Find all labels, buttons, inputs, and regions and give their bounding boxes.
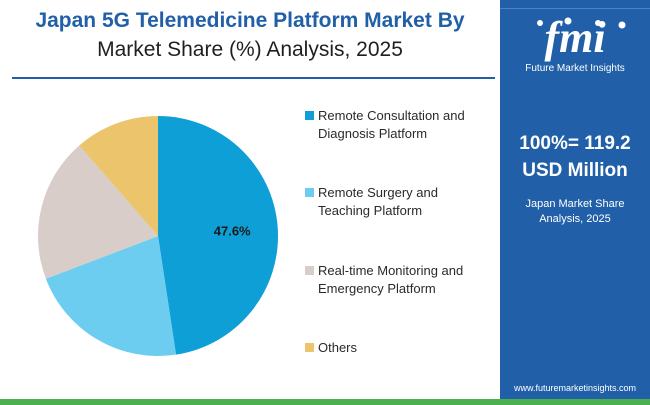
legend-label: Real-time Monitoring and Emergency Platf… [318, 263, 464, 296]
legend-label: Remote Surgery and Teaching Platform [318, 185, 438, 218]
pie-slice-remote-surgery-and-teaching-platform [45, 236, 177, 357]
logo-dot-icon [564, 17, 572, 25]
pie-data-label: 47.6% [214, 223, 251, 238]
logo-dot-icon [595, 20, 601, 26]
legend-label: Others [318, 340, 358, 355]
market-share-caption: Japan Market Share Analysis, 2025 [525, 198, 625, 225]
chart-title-line2: Market Share (%) Analysis, 2025 [97, 38, 403, 61]
market-total: 100%= 119.2 USD Million [500, 130, 650, 184]
pie-chart: 47.6% [0, 80, 300, 400]
market-total-value: 100%= 119.2 [519, 133, 631, 154]
chart-title-line1: Japan 5G Telemedicine Platform Market By [35, 9, 465, 32]
website-link[interactable]: www.futuremarketinsights.com [513, 383, 637, 393]
chart-title: Japan 5G Telemedicine Platform Market By… [0, 6, 500, 64]
pie-slice-real-time-monitoring-and-emergency-platform [37, 145, 159, 279]
legend-label: Remote Consultation and Diagnosis Platfo… [318, 108, 465, 141]
logo-subtitle: Future Market Insights [525, 63, 624, 74]
logo-dot-icon [618, 21, 626, 29]
sidebar-decoration-line [500, 8, 650, 9]
pie-chart-svg: 47.6% [37, 116, 279, 357]
legend-swatch [305, 111, 314, 120]
fmi-logo-icon: fmi Future Market Insights [525, 13, 626, 74]
market-total-unit: USD Million [522, 160, 628, 181]
legend-swatch [305, 188, 314, 197]
fmi-logo: fmi Future Market Insights [510, 12, 640, 76]
pie-slice-remote-consultation-and-diagnosis-platform [158, 116, 279, 355]
logo-dot-icon [537, 20, 543, 26]
legend-swatch [305, 266, 314, 275]
pie-slice-others [79, 116, 158, 236]
legend-swatch [305, 343, 314, 352]
sidebar-panel: fmi Future Market Insights 100%= 119.2 U… [500, 0, 650, 405]
title-divider [12, 77, 495, 79]
bottom-accent-bar [0, 399, 650, 405]
